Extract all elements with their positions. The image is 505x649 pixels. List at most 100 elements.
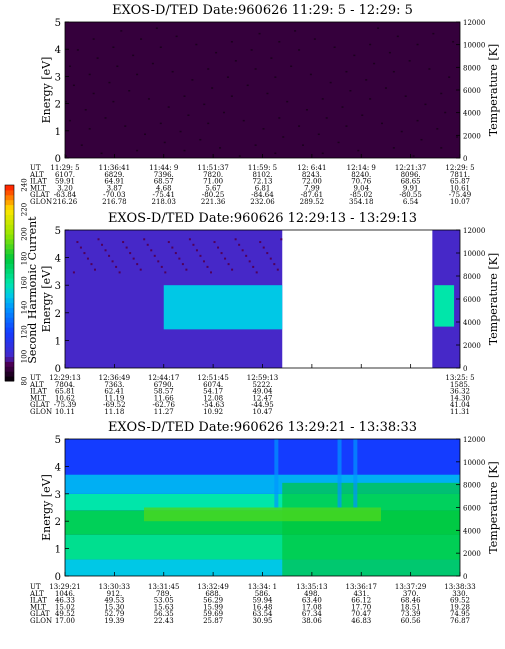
heatmap-speckle <box>171 70 174 73</box>
y-tick-label: 3 <box>55 72 61 83</box>
y2-tick-label: 0 <box>463 155 467 163</box>
colorbar-tick-label: 200 <box>21 227 29 240</box>
orbit-row-label: MLT <box>30 394 46 402</box>
heatmap-speckle <box>282 136 285 138</box>
y-tick-label: 1 <box>55 336 61 347</box>
orbit-value: 14.30 <box>450 394 470 402</box>
heatmap-speckle <box>404 95 407 97</box>
heatmap-speckle <box>241 249 244 252</box>
heatmap-speckle <box>65 155 67 157</box>
heatmap-speckle <box>357 149 360 152</box>
orbit-value: 19.28 <box>450 603 470 611</box>
heatmap-speckle <box>305 109 308 111</box>
y2-tick-label: 10000 <box>463 250 485 258</box>
orbit-value: 12.08 <box>203 394 223 402</box>
heatmap-speckle <box>179 130 182 133</box>
y-tick-label: 1 <box>55 127 61 138</box>
chart-title: EXOS-D/TED Date:960626 11:29: 5 - 12:29:… <box>112 3 413 18</box>
orbit-row-label: ALT <box>29 381 44 389</box>
orbit-value: -75.49 <box>449 191 471 199</box>
orbit-value: 11.31 <box>450 408 470 416</box>
heatmap-speckle <box>337 141 340 144</box>
orbit-value: 46.83 <box>351 617 371 625</box>
colorbar-segment <box>5 278 14 284</box>
heatmap-spike <box>274 439 279 508</box>
orbit-value: -75.41 <box>153 191 175 199</box>
heatmap-speckle <box>270 57 273 59</box>
orbit-row-label: ILAT <box>30 597 47 605</box>
heatmap-speckle <box>188 238 191 241</box>
heatmap-speckle <box>219 147 222 149</box>
orbit-value: 1046. <box>55 590 75 598</box>
heatmap-speckle <box>183 95 186 97</box>
orbit-value: 13:25: 5 <box>445 374 474 382</box>
heatmap-speckle <box>255 271 258 274</box>
orbit-value: 12:44:17 <box>148 374 179 382</box>
heatmap-speckle <box>230 41 233 43</box>
y2-tick-label: 6000 <box>463 505 481 513</box>
colorbar-segment <box>5 268 14 274</box>
heatmap-speckle <box>195 249 198 252</box>
colorbar-segment <box>5 273 14 279</box>
heatmap-speckle <box>199 138 202 141</box>
orbit-value: 13:32:49 <box>197 583 228 591</box>
heatmap-speckle <box>68 65 71 68</box>
colorbar-tick-label: 100 <box>21 350 29 363</box>
colorbar-segment <box>5 327 14 333</box>
heatmap-speckle <box>76 49 79 51</box>
heatmap-speckle <box>231 268 234 271</box>
orbit-row-label: GLAT <box>30 401 50 409</box>
colorbar-segment <box>5 302 14 308</box>
y2-tick-label: 10000 <box>463 459 485 467</box>
heatmap-speckle <box>345 125 348 127</box>
colorbar-tick-label: 180 <box>21 252 29 265</box>
orbit-value: -87.61 <box>301 191 323 199</box>
heatmap-speckle <box>108 254 111 257</box>
colorbar-segment <box>5 376 14 382</box>
colorbar-segment <box>5 361 14 367</box>
orbit-value: 11:29: 5 <box>50 164 79 172</box>
chart-panel: EXOS-D/TED Date:960626 12:29:13 - 13:29:… <box>29 211 500 416</box>
y2-tick-label: 12000 <box>463 436 485 444</box>
colorbar-tick-label: 140 <box>21 301 29 314</box>
orbit-row-label: UT <box>30 164 41 172</box>
heatmap-speckle <box>420 138 423 141</box>
orbit-value: 3.87 <box>107 184 123 192</box>
colorbar-segment <box>5 258 14 264</box>
orbit-value: 12: 6:41 <box>297 164 326 172</box>
heatmap-speckle <box>96 57 99 59</box>
heatmap-speckle <box>349 90 352 92</box>
heatmap-speckle <box>122 241 125 244</box>
heatmap-speckle <box>392 70 395 73</box>
orbit-row-label: ALT <box>29 171 44 179</box>
heatmap-speckle <box>408 60 411 62</box>
heatmap-speckle <box>381 122 383 125</box>
orbit-value: 6074. <box>203 381 223 389</box>
heatmap-speckle <box>108 81 111 84</box>
colorbar-segment <box>5 341 14 348</box>
chart-panel: EXOS-D/TED Date:960626 11:29: 5 - 12:29:… <box>29 3 500 206</box>
orbit-value: 431. <box>353 590 369 598</box>
orbit-value: 7.99 <box>304 184 320 192</box>
orbit-value: 65.81 <box>55 388 75 396</box>
heatmap-band <box>65 22 460 158</box>
orbit-row-label: GLAT <box>30 191 50 199</box>
y2-tick-label: 0 <box>463 365 467 373</box>
colorbar-segment <box>5 234 14 240</box>
heatmap-speckle <box>116 65 119 68</box>
colorbar-segment <box>5 185 14 191</box>
heatmap-speckle <box>124 125 127 127</box>
orbit-value: -85.02 <box>350 191 372 199</box>
y-tick-label: 4 <box>55 45 61 56</box>
heatmap-speckle <box>213 241 216 244</box>
heatmap-speckle <box>132 54 135 57</box>
heatmap-speckle <box>211 87 214 89</box>
orbit-value: 67.34 <box>302 610 323 618</box>
orbit-value: 13:29:21 <box>49 583 80 591</box>
orbit-value: 16.48 <box>252 603 272 611</box>
colorbar-tick-label: 120 <box>21 325 29 338</box>
orbit-row-label: ILAT <box>30 388 47 396</box>
orbit-value: 13:31:45 <box>148 583 179 591</box>
y-axis-label: Energy [eV] <box>40 57 53 124</box>
heatmap-speckle <box>432 32 435 35</box>
